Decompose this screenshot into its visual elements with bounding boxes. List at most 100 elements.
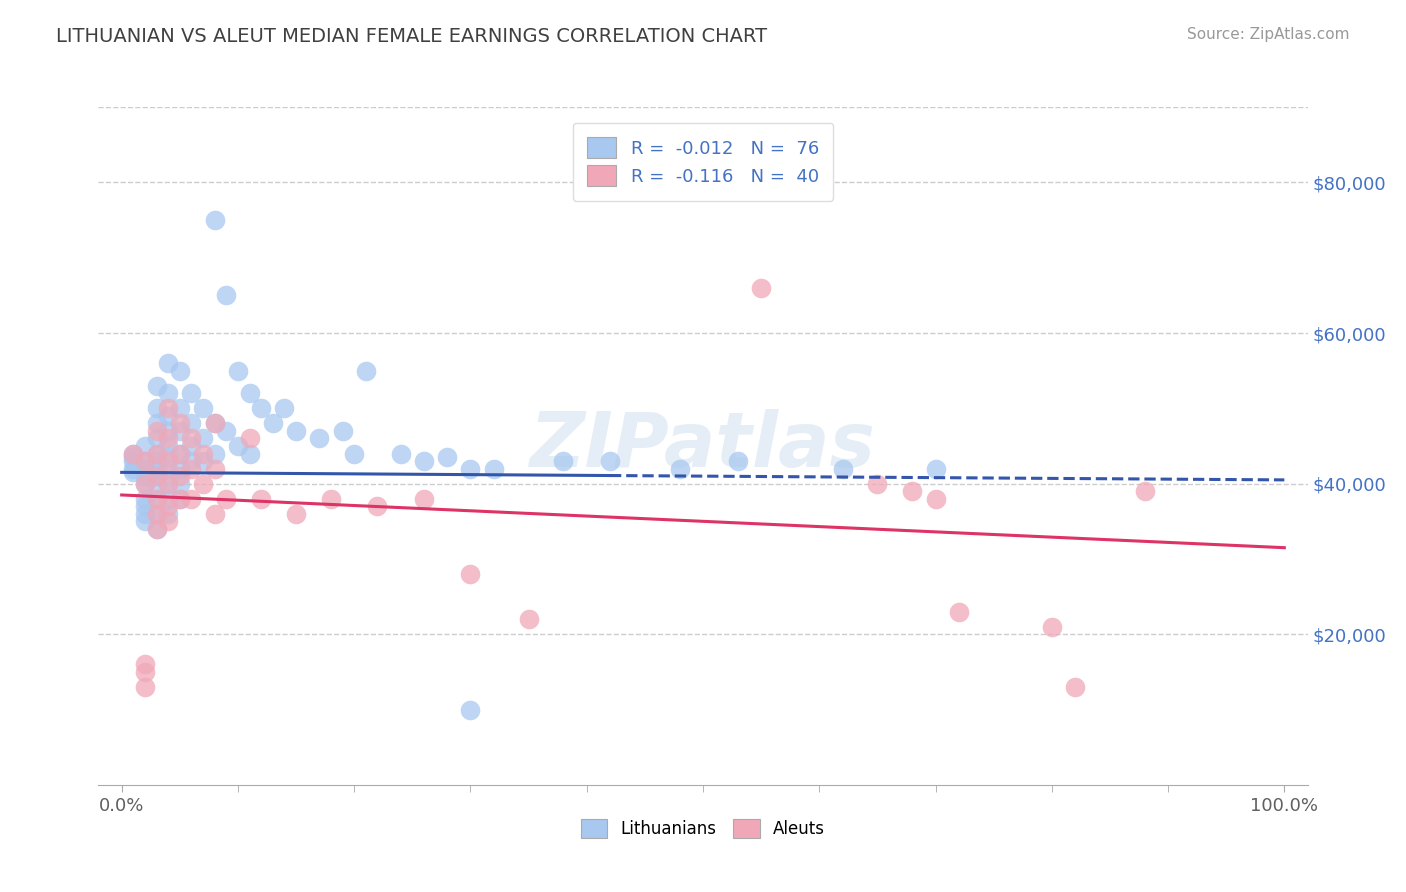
Point [924, 491, 946, 506]
Point [285, 507, 308, 521]
Point [157, 461, 180, 475]
Point [169, 424, 191, 438]
Point [191, 476, 214, 491]
Point [134, 476, 156, 491]
Point [134, 461, 156, 475]
Point [134, 665, 156, 679]
Point [239, 432, 262, 446]
Point [145, 507, 167, 521]
Point [389, 446, 412, 460]
Point [145, 417, 167, 431]
Point [749, 281, 772, 295]
Point [134, 500, 156, 514]
Point [145, 469, 167, 483]
Point [239, 446, 262, 460]
Point [157, 401, 180, 416]
Point [134, 514, 156, 528]
Point [482, 461, 505, 475]
Point [169, 491, 191, 506]
Point [134, 491, 156, 506]
Point [145, 522, 167, 536]
Point [134, 680, 156, 694]
Point [413, 491, 436, 506]
Point [157, 500, 180, 514]
Point [250, 491, 273, 506]
Point [134, 507, 156, 521]
Point [145, 491, 167, 506]
Point [157, 491, 180, 506]
Point [169, 446, 191, 460]
Point [204, 417, 226, 431]
Point [285, 424, 308, 438]
Point [180, 454, 202, 468]
Point [145, 461, 167, 475]
Point [308, 432, 330, 446]
Point [180, 432, 202, 446]
Point [180, 439, 202, 453]
Point [157, 450, 180, 465]
Point [145, 446, 167, 460]
Point [204, 417, 226, 431]
Point [226, 439, 249, 453]
Point [157, 424, 180, 438]
Point [319, 491, 342, 506]
Point [191, 432, 214, 446]
Point [460, 461, 482, 475]
Point [204, 507, 226, 521]
Point [134, 469, 156, 483]
Point [948, 605, 970, 619]
Point [169, 401, 191, 416]
Text: ZIPatlas: ZIPatlas [530, 409, 876, 483]
Point [191, 446, 214, 460]
Point [831, 461, 853, 475]
Point [204, 213, 226, 227]
Point [343, 446, 366, 460]
Point [1064, 680, 1087, 694]
Text: LITHUANIAN VS ALEUT MEDIAN FEMALE EARNINGS CORRELATION CHART: LITHUANIAN VS ALEUT MEDIAN FEMALE EARNIN… [56, 27, 768, 45]
Point [169, 446, 191, 460]
Point [145, 424, 167, 438]
Point [122, 454, 145, 468]
Point [134, 454, 156, 468]
Point [180, 491, 202, 506]
Point [122, 446, 145, 460]
Point [145, 446, 167, 460]
Point [157, 476, 180, 491]
Point [145, 469, 167, 483]
Point [134, 476, 156, 491]
Point [460, 703, 482, 717]
Point [866, 476, 889, 491]
Point [517, 612, 540, 626]
Point [145, 522, 167, 536]
Point [157, 356, 180, 370]
Point [262, 417, 284, 431]
Point [157, 507, 180, 521]
Point [145, 401, 167, 416]
Point [122, 461, 145, 475]
Point [157, 386, 180, 401]
Point [553, 454, 575, 468]
Point [169, 469, 191, 483]
Point [413, 454, 436, 468]
Point [727, 454, 749, 468]
Point [215, 491, 238, 506]
Point [191, 454, 214, 468]
Point [204, 461, 226, 475]
Point [122, 466, 145, 480]
Point [145, 432, 167, 446]
Point [157, 439, 180, 453]
Point [215, 288, 238, 302]
Legend: Lithuanians, Aleuts: Lithuanians, Aleuts [574, 812, 832, 845]
Point [145, 476, 167, 491]
Point [436, 450, 458, 465]
Point [145, 491, 167, 506]
Point [122, 450, 145, 465]
Point [180, 417, 202, 431]
Point [1133, 484, 1156, 499]
Point [273, 401, 295, 416]
Point [169, 491, 191, 506]
Point [668, 461, 690, 475]
Point [145, 378, 167, 392]
Point [169, 417, 191, 431]
Point [204, 446, 226, 460]
